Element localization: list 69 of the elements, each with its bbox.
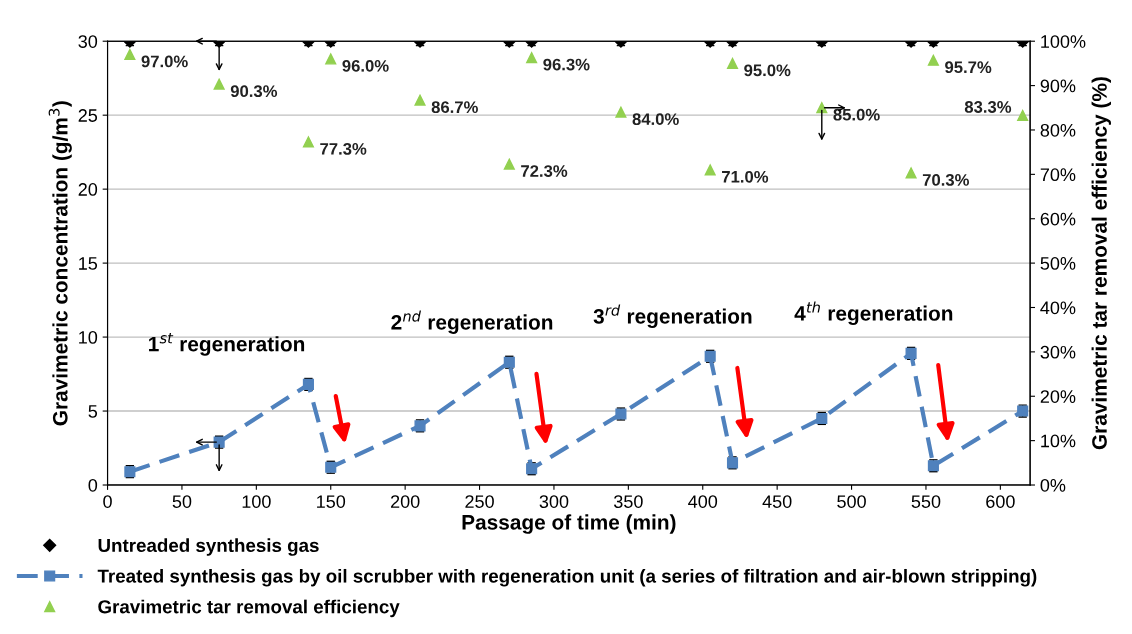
data-label: 71.0% — [722, 170, 769, 183]
y2-tick-label: 10% — [1041, 434, 1076, 448]
annotation: 4$^{th}$ regeneration — [794, 301, 953, 325]
y2-tick-label: 80% — [1040, 123, 1076, 137]
x-tick-label: 400 — [688, 495, 718, 508]
point — [124, 48, 136, 61]
point — [726, 57, 739, 69]
annotation: 3$^{rd}$ regeneration — [593, 304, 752, 328]
x-tick-label: 600 — [986, 495, 1015, 508]
annotation: 1$^{st}$ regeneration — [149, 333, 305, 356]
point — [905, 167, 917, 179]
data-label: 83.3% — [964, 101, 1012, 113]
y2-tick-label: 90% — [1040, 79, 1076, 93]
data-label: 84.0% — [632, 113, 679, 126]
point — [1017, 109, 1029, 121]
x-tick-label: 0 — [103, 495, 112, 508]
point — [503, 158, 515, 170]
point — [302, 136, 314, 148]
data-label: 90.3% — [230, 85, 278, 98]
y2-axis-title: Gravimetric tar removal efficiency (%) — [1091, 77, 1111, 450]
y2-tick-label: 60% — [1040, 212, 1076, 226]
y-tick-label: 15 — [79, 257, 98, 270]
y-tick-label: 20 — [78, 183, 98, 196]
x-tick-label: 200 — [390, 495, 420, 508]
y2-tick-label: 70% — [1040, 168, 1076, 182]
point — [213, 78, 225, 90]
y-tick-label: 0 — [88, 478, 98, 492]
data-label: 96.0% — [342, 59, 389, 72]
x-tick-label: 450 — [762, 495, 792, 508]
y2-tick-label: 0% — [1040, 478, 1066, 492]
annotation: 2$^{nd}$ regeneration — [391, 310, 553, 334]
data-label: 97.0% — [141, 55, 188, 68]
point — [615, 106, 627, 118]
data-label: 95.0% — [744, 64, 791, 77]
legend-label: Treated synthesis gas by oil scrubber with regeneration unit (a series of filtration and air-blown stripping) — [97, 568, 1037, 587]
y2-tick-label: 40% — [1040, 301, 1076, 315]
x-tick-label: 350 — [613, 495, 643, 508]
point — [927, 54, 939, 66]
x-tick-label: 100 — [242, 495, 271, 508]
data-label: 70.3% — [922, 174, 970, 186]
legend-label: Gravimetric tar removal efficiency — [98, 599, 400, 618]
point — [704, 164, 716, 176]
point — [414, 94, 426, 106]
y-tick-label: 30 — [78, 35, 98, 48]
data-label: 85.0% — [833, 108, 880, 121]
data-label: 72.3% — [521, 165, 568, 177]
y-axis-title: Gravimetric concentration (g/m$^{3}$) — [48, 101, 72, 426]
data-label: 95.7% — [945, 61, 992, 74]
y-tick-label: 5 — [88, 405, 98, 418]
point — [816, 102, 828, 114]
x-tick-label: 500 — [837, 495, 866, 508]
y2-tick-label: 50% — [1040, 257, 1076, 270]
x-tick-label: 550 — [911, 495, 941, 508]
point — [325, 53, 337, 65]
x-tick-label: 150 — [317, 495, 346, 508]
y-tick-label: 10 — [79, 331, 98, 344]
x-tick-label: 300 — [539, 495, 569, 508]
y2-tick-label: 100% — [1041, 35, 1086, 48]
x-tick-label: 50 — [172, 495, 192, 508]
y2-tick-label: 20% — [1040, 390, 1076, 403]
y2-tick-label: 30% — [1040, 345, 1076, 359]
y-tick-label: 25 — [78, 109, 98, 122]
data-label: 86.7% — [431, 101, 478, 114]
data-label: 96.3% — [543, 58, 590, 71]
x-tick-label: 250 — [465, 495, 494, 508]
x-axis-title: Passage of time (min) — [462, 514, 676, 534]
data-label: 77.3% — [320, 142, 367, 155]
legend-label: Untreaded synthesis gas — [98, 538, 319, 556]
point — [526, 52, 538, 64]
